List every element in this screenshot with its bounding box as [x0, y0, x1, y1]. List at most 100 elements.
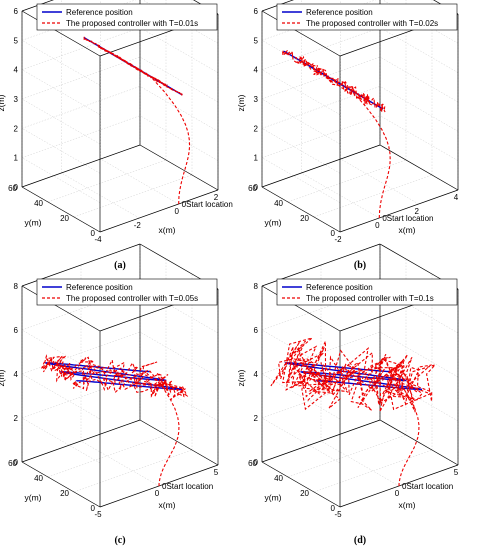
x-tick-label: 5: [214, 468, 219, 477]
leftwall-gridline-z: [21, 329, 101, 376]
sidewall-gridline-z: [379, 331, 459, 378]
axis-box-edge: [21, 461, 101, 508]
series-line-controller: [40, 354, 189, 487]
leftwall-gridline-z: [261, 329, 341, 376]
z-tick-label: 0: [254, 183, 259, 192]
panel-caption: (b): [354, 260, 366, 271]
y-tick-label: 60: [248, 459, 257, 468]
z-tick-label: 6: [254, 326, 259, 335]
z-tick-label: 1: [254, 154, 259, 163]
z-axis-label: z(m): [0, 94, 6, 111]
legend-label-reference: Reference position: [306, 8, 373, 17]
y-axis-label: y(m): [25, 218, 42, 228]
floor-gridline-x: [320, 440, 400, 487]
x-tick-label: 2: [414, 207, 419, 216]
series-line-reference: [283, 50, 384, 110]
legend-label-reference: Reference position: [306, 283, 373, 292]
z-tick-label: 3: [14, 95, 19, 104]
x-tick-label: -5: [334, 510, 342, 519]
legend-label-controller: The proposed controller with T=0.02s: [306, 19, 438, 28]
axis-box-edge: [261, 144, 381, 188]
z-tick-label: 4: [14, 370, 19, 379]
sidewall-gridline-z: [139, 331, 219, 378]
series-line-reference: [44, 362, 183, 391]
sidewall-gridline-z: [139, 27, 219, 73]
axis-box-edge: [21, 419, 141, 463]
sidewall-gridline-z: [379, 27, 459, 73]
z-tick-label: 2: [14, 124, 19, 133]
axis-box-edge: [99, 189, 219, 233]
x-tick-label: 0: [174, 207, 179, 216]
x-tick-label: -5: [94, 510, 102, 519]
legend-box: [276, 3, 458, 31]
axis-box-edge: [139, 419, 219, 466]
series-line-controller: [281, 50, 391, 219]
start-location-label: 0Start location: [182, 200, 233, 209]
z-tick-label: 2: [254, 124, 259, 133]
leftwall-gridline-z: [261, 69, 341, 115]
x-tick-label: -2: [134, 221, 142, 230]
z-tick-label: 4: [14, 66, 19, 75]
axis-box-edge: [21, 144, 141, 188]
axis-box-edge: [139, 144, 219, 191]
z-tick-label: 4: [254, 66, 259, 75]
backwall-gridline-z: [21, 375, 141, 419]
leftwall-gridline-z: [21, 69, 101, 115]
z-tick-label: 6: [254, 7, 259, 16]
x-tick-label: 5: [454, 468, 459, 477]
start-location-label: 0Start location: [382, 214, 433, 223]
y-tick-label: 40: [34, 474, 43, 483]
floor-gridline-y: [287, 159, 407, 203]
y-tick-label: 40: [274, 474, 283, 483]
sidewall-gridline-z: [379, 115, 459, 161]
sidewall-gridline-z: [379, 56, 459, 103]
y-tick-label: 40: [34, 199, 43, 208]
x-axis-label: x(m): [399, 500, 416, 510]
floor-gridline-x: [80, 440, 160, 487]
z-tick-label: 8: [14, 282, 19, 291]
z-tick-label: 5: [254, 36, 259, 45]
start-location-label: 0Start location: [162, 482, 213, 491]
axis-box-edge: [21, 285, 101, 332]
panel-caption: (d): [354, 535, 366, 546]
legend: Reference position The proposed controlle…: [36, 3, 218, 31]
legend-box: [36, 3, 218, 31]
y-axis-label: y(m): [265, 218, 282, 228]
leftwall-gridline-z: [21, 40, 101, 86]
axis-box-edge: [261, 10, 341, 57]
z-axis-label: z(m): [236, 369, 246, 386]
leftwall-gridline-z: [21, 417, 101, 464]
axis-box-edge: [379, 144, 459, 191]
y-tick-label: 20: [300, 489, 309, 498]
series-line-controller: [270, 337, 437, 487]
x-tick-label: 0: [155, 489, 160, 498]
leftwall-gridline-z: [21, 98, 101, 145]
axis-box-edge: [261, 419, 381, 463]
legend-label-controller: The proposed controller with T=0.05s: [66, 294, 198, 303]
legend: Reference position The proposed controlle…: [276, 278, 458, 306]
leftwall-gridline-z: [261, 373, 341, 420]
y-tick-label: 60: [248, 184, 257, 193]
floor-gridline-x: [340, 158, 419, 205]
z-tick-label: 1: [14, 154, 19, 163]
x-tick-label: 2: [214, 193, 219, 202]
z-tick-label: 0: [14, 458, 19, 467]
leftwall-gridline-z: [261, 157, 341, 203]
z-tick-label: 2: [14, 414, 19, 423]
z-axis-label: z(m): [0, 369, 6, 386]
y-tick-label: 0: [331, 504, 336, 513]
sidewall-gridline-z: [139, 115, 219, 161]
leftwall-gridline-z: [21, 128, 101, 174]
y-tick-label: 20: [60, 489, 69, 498]
floor-gridline-x: [100, 158, 179, 205]
z-tick-label: 2: [254, 414, 259, 423]
start-location-label: 0Start location: [402, 482, 453, 491]
x-axis-label: x(m): [159, 500, 176, 510]
legend: Reference position The proposed controlle…: [276, 3, 458, 31]
axis-box-edge: [339, 189, 459, 233]
z-tick-label: 4: [254, 370, 259, 379]
panel-caption: (c): [114, 535, 125, 546]
